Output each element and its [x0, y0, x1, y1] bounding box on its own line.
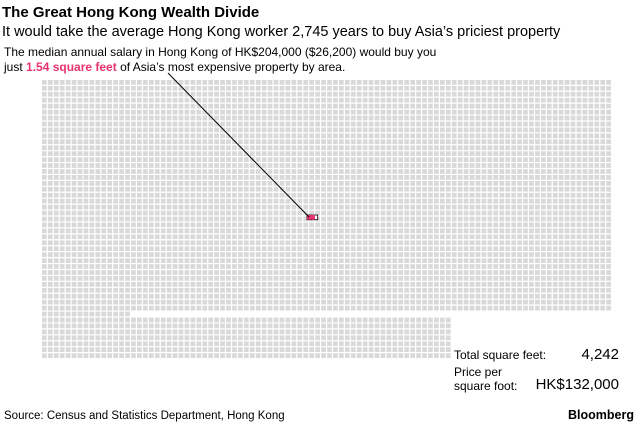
waffle-cells: [42, 80, 612, 358]
annotation-text: of Asia’s most expensive property by are…: [117, 60, 346, 74]
annotation-highlight: 1.54 square feet: [26, 60, 117, 74]
annotation-text: just: [3, 60, 26, 74]
annotation-text: The median annual salary in Hong Kong of…: [4, 45, 436, 59]
stat-label-part: square foot:: [454, 379, 517, 393]
stat-label-part: Price per: [454, 365, 502, 379]
stat-value: 4,242: [581, 346, 619, 363]
stat-label: Total square feet:: [454, 348, 546, 362]
source: Source: Census and Statistics Department…: [4, 410, 285, 422]
highlight-area: [307, 215, 315, 220]
annotation: just 1.54 square feet of Asia’s most exp…: [3, 60, 345, 74]
annotation: The median annual salary in Hong Kong of…: [4, 45, 436, 59]
leader-line: [167, 72, 310, 218]
chart-title: The Great Hong Kong Wealth Divide: [2, 4, 259, 21]
stat-value: HK$132,000: [536, 376, 619, 393]
brand: Bloomberg: [568, 408, 634, 422]
stat-label: Price per square foot:: [454, 365, 517, 393]
chart-subtitle: It would take the average Hong Kong work…: [2, 24, 561, 40]
